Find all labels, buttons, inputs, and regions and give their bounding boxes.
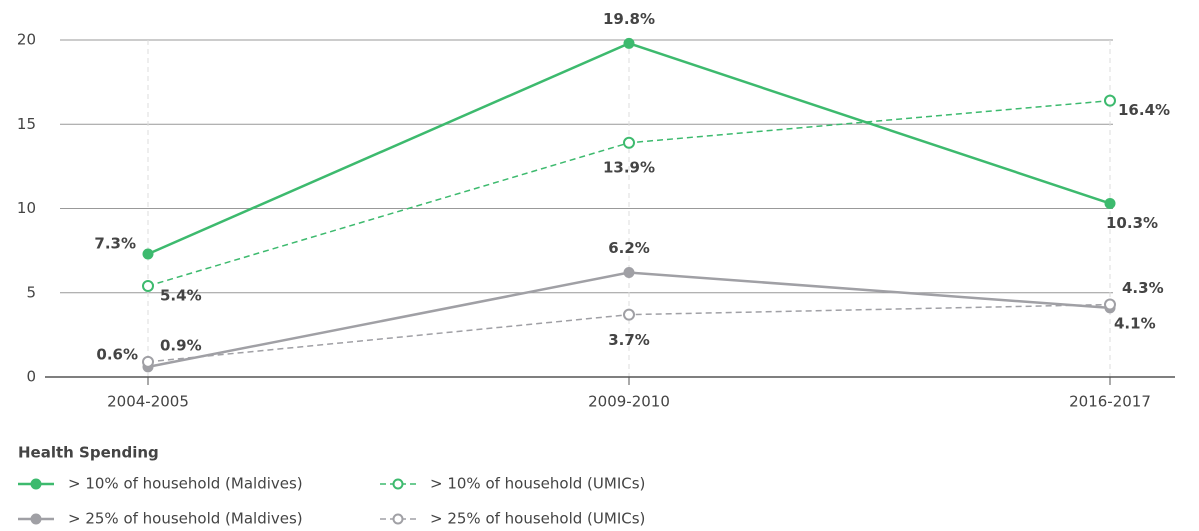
point [1104, 94, 1116, 107]
point [142, 248, 154, 260]
data-label: 7.3% [94, 234, 136, 252]
point [623, 308, 635, 321]
point [1104, 298, 1116, 311]
legend-label: > 10% of household (Maldives) [68, 475, 303, 493]
point [623, 267, 635, 279]
legend-marker [30, 513, 42, 525]
data-label: 3.7% [608, 331, 650, 349]
point [142, 355, 154, 368]
data-label: 10.3% [1106, 214, 1158, 232]
legend-label: > 25% of household (Maldives) [68, 510, 303, 528]
point [623, 136, 635, 149]
data-label: 5.4% [160, 287, 202, 305]
legend-marker [392, 478, 404, 490]
data-label: 0.6% [96, 345, 138, 363]
point [623, 37, 635, 49]
data-label: 19.8% [603, 10, 655, 28]
data-label: 4.3% [1122, 279, 1164, 297]
legend-marker [30, 478, 42, 490]
data-label: 0.9% [160, 336, 202, 354]
legend-label: > 10% of household (UMICs) [430, 475, 645, 493]
data-label: 13.9% [603, 158, 655, 176]
point [1104, 197, 1116, 209]
y-tick-label: 0 [26, 368, 36, 386]
point [142, 280, 154, 293]
x-tick-label: 2009-2010 [588, 393, 670, 411]
y-tick-label: 10 [17, 199, 36, 217]
x-tick-label: 2004-2005 [107, 393, 189, 411]
legend-title: Health Spending [18, 444, 159, 462]
data-label: 6.2% [608, 239, 650, 257]
data-label: 4.1% [1114, 314, 1156, 332]
y-tick-label: 20 [17, 31, 36, 49]
y-tick-label: 5 [26, 283, 36, 301]
x-tick-label: 2016-2017 [1069, 393, 1151, 411]
data-label: 16.4% [1118, 101, 1170, 119]
legend-label: > 25% of household (UMICs) [430, 510, 645, 528]
y-tick-label: 15 [17, 115, 36, 133]
legend-marker [392, 513, 404, 525]
